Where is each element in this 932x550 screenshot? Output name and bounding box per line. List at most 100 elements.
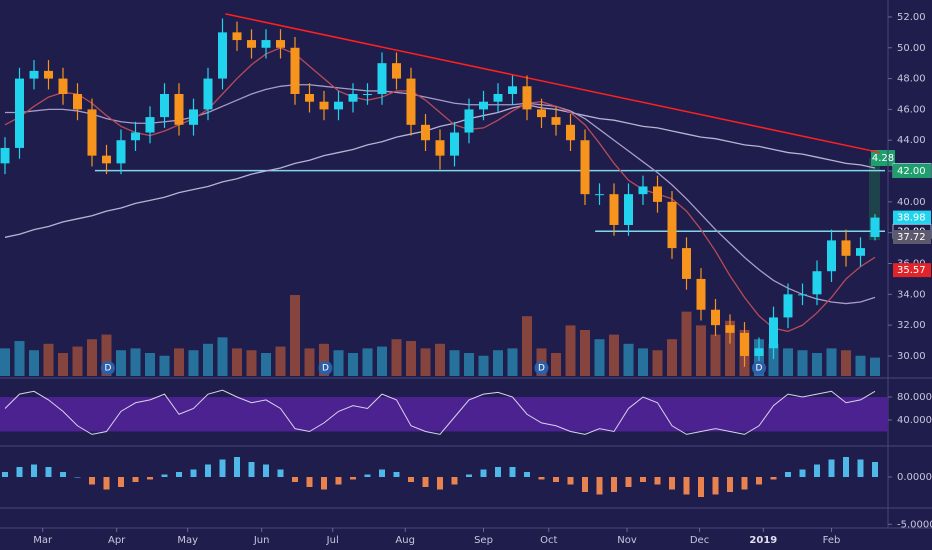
macd-bar xyxy=(480,469,487,477)
volume-bar xyxy=(652,350,663,376)
price-tag-label: 35.57 xyxy=(897,265,926,276)
volume-bar xyxy=(667,339,677,376)
macd-bar xyxy=(437,477,443,490)
candle-body xyxy=(363,93,372,95)
measure-label: 4.28 xyxy=(872,153,894,164)
y-tick-label: -5.0000 xyxy=(897,519,932,530)
volume-bar xyxy=(797,350,808,376)
candle-body xyxy=(624,194,633,225)
x-tick-label: May xyxy=(177,535,198,546)
volume-bar xyxy=(217,337,228,376)
volume-bar xyxy=(290,295,300,376)
macd-bar xyxy=(74,477,81,478)
candle-body xyxy=(725,325,735,333)
candle-body xyxy=(44,70,53,79)
macd-bar xyxy=(205,464,211,477)
volume-bar xyxy=(826,348,837,376)
candle-body xyxy=(232,32,242,41)
macd-bar xyxy=(190,469,197,477)
candle-body xyxy=(479,101,488,110)
candle-body xyxy=(58,78,68,94)
macd-bar xyxy=(741,477,748,490)
volume-bar xyxy=(319,343,329,376)
measure-box xyxy=(869,158,880,240)
macd-bar xyxy=(727,477,733,492)
candle-body xyxy=(450,132,459,156)
x-tick-label: 2019 xyxy=(749,535,777,546)
dividend-label: D xyxy=(756,364,763,374)
x-tick-label: Oct xyxy=(540,535,557,546)
volume-bar xyxy=(507,348,518,376)
dividend-label: D xyxy=(322,364,329,374)
candle-body xyxy=(856,248,865,256)
candle-body xyxy=(667,201,677,249)
macd-bar xyxy=(625,477,632,487)
macd-bar xyxy=(219,459,226,477)
volume-bar xyxy=(464,353,474,376)
candle-body xyxy=(711,309,720,326)
x-tick-label: Jul xyxy=(326,535,339,546)
macd-bar xyxy=(770,477,777,480)
price-tag xyxy=(893,164,931,179)
candle-body xyxy=(493,93,503,102)
volume-bar xyxy=(174,348,184,376)
macd-bar xyxy=(335,477,342,485)
volume-bar xyxy=(609,334,619,376)
candle-body xyxy=(319,101,329,110)
volume-bar xyxy=(232,348,242,376)
macd-bar xyxy=(16,467,23,477)
x-tick-label: Feb xyxy=(823,535,841,546)
volume-bar xyxy=(870,357,880,376)
macd-bar xyxy=(2,472,8,477)
y-tick-label: 40.00 xyxy=(897,197,926,208)
macd-bar xyxy=(669,477,675,490)
candle-body xyxy=(551,117,561,125)
dividend-marker xyxy=(752,361,766,375)
macd-bar xyxy=(161,474,168,477)
volume-bar xyxy=(362,348,373,376)
dividend-marker xyxy=(318,361,333,375)
macd-bar xyxy=(785,472,791,477)
volume-bar xyxy=(43,343,54,376)
candle-body xyxy=(276,40,285,48)
y-tick-label: 50.00 xyxy=(897,43,926,54)
macd-bar xyxy=(132,477,139,482)
volume-bar xyxy=(841,350,851,376)
macd-bar xyxy=(263,464,269,477)
candle-body xyxy=(435,140,445,156)
x-tick-label: Apr xyxy=(108,535,126,546)
volume-bar xyxy=(696,325,706,376)
moving-average xyxy=(4,104,876,238)
macd-bar xyxy=(495,467,501,477)
price-tag xyxy=(893,263,931,278)
price-tag xyxy=(893,230,931,245)
x-tick-label: Aug xyxy=(395,535,415,546)
candle-body xyxy=(261,40,271,48)
volume-bar xyxy=(14,341,25,376)
candle-body xyxy=(174,93,184,125)
volume-bar xyxy=(188,350,199,376)
candle-body xyxy=(537,109,546,118)
volume-bar xyxy=(522,316,532,376)
volume-bar xyxy=(594,339,605,376)
candle-body xyxy=(508,86,517,94)
volume-bar xyxy=(783,348,793,376)
x-tick-label: Dec xyxy=(690,535,709,546)
macd-bar xyxy=(292,477,298,482)
candle-body xyxy=(812,271,822,295)
stoch-line xyxy=(4,389,876,435)
candle-body xyxy=(218,32,227,79)
y-tick-label: 30.00 xyxy=(897,351,926,362)
candle-body xyxy=(595,194,604,196)
macd-bar xyxy=(45,467,52,477)
macd-bar xyxy=(248,462,255,477)
candle-body xyxy=(682,248,691,279)
macd-bar xyxy=(611,477,617,492)
macd-bar xyxy=(857,459,864,477)
candle-body xyxy=(160,93,169,118)
macd-bar xyxy=(451,477,458,485)
volume-bar xyxy=(855,355,866,376)
candle-body xyxy=(740,332,749,356)
